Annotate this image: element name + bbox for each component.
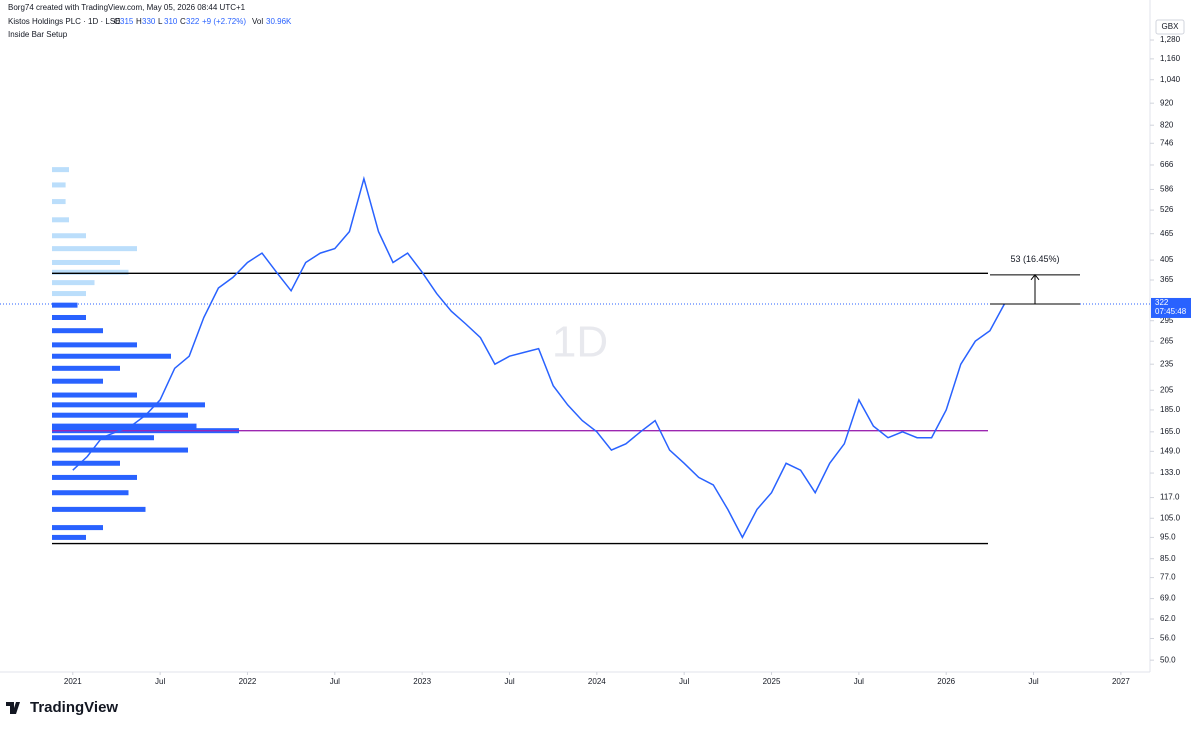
quote-text: C: [180, 17, 186, 26]
quote-text: +9 (+2.72%): [202, 17, 246, 26]
volume-profile-bar: [52, 314, 86, 320]
volume-profile-bar: [52, 423, 197, 429]
volume-profile-bar: [52, 217, 69, 223]
x-tick-label: 2026: [937, 677, 955, 686]
y-tick-label: 69.0: [1160, 594, 1176, 603]
y-tick-label: 405: [1160, 255, 1174, 264]
volume-profile-bar: [52, 259, 120, 265]
x-tick-label: 2027: [1112, 677, 1130, 686]
y-tick-label: 1,040: [1160, 75, 1181, 84]
quote-text: O: [114, 17, 120, 26]
volume-profile-bar: [52, 447, 188, 453]
x-tick-label: Jul: [1028, 677, 1038, 686]
y-tick-label: 1,280: [1160, 35, 1181, 44]
watermark: 1D: [552, 318, 608, 367]
volume-profile-bar: [52, 506, 146, 512]
volume-profile-bar: [52, 199, 66, 205]
volume-profile-bar: [52, 246, 137, 252]
y-tick-label: 56.0: [1160, 634, 1176, 643]
y-tick-label: 117.0: [1160, 493, 1180, 502]
price-line: [72, 175, 1006, 540]
y-tick-label: 95.0: [1160, 533, 1176, 542]
y-tick-label: 50.0: [1160, 655, 1176, 664]
y-tick-label: 165.0: [1160, 427, 1181, 436]
y-tick-label: 185.0: [1160, 405, 1181, 414]
y-tick-label: 295: [1160, 316, 1174, 325]
y-tick-label: 820: [1160, 120, 1174, 129]
volume-profile-bar: [52, 182, 66, 188]
countdown: 07:45:48: [1155, 307, 1187, 316]
y-tick-label: 133.0: [1160, 468, 1181, 477]
y-tick-label: 526: [1160, 205, 1174, 214]
x-tick-label: Jul: [504, 677, 514, 686]
volume-profile-bar: [52, 291, 86, 297]
currency-box: [1155, 19, 1185, 35]
y-tick-label: 62.0: [1160, 614, 1176, 623]
volume-profile-bar: [52, 353, 171, 359]
y-tick-label: 365: [1160, 275, 1174, 284]
x-tick-label: Jul: [330, 677, 340, 686]
x-tick-label: 2023: [413, 677, 431, 686]
y-tick-label: 235: [1160, 359, 1174, 368]
quote-text: 330: [142, 17, 156, 26]
volume-profile-bar: [52, 412, 188, 418]
volume-profile-bar: [52, 280, 95, 286]
measure-arrowhead: [1030, 274, 1040, 281]
quote-text: Kistos Holdings PLC · 1D · LSE: [8, 17, 121, 26]
x-tick-label: 2022: [239, 677, 257, 686]
quote-text: Vol: [252, 17, 263, 26]
currency: GBX: [1162, 22, 1180, 31]
volume-profile-bar: [52, 402, 205, 408]
volume-profile-bar: [52, 233, 86, 239]
y-tick-label: 586: [1160, 185, 1174, 194]
y-tick-label: 105.0: [1160, 513, 1181, 522]
quote-text: L: [158, 17, 163, 26]
y-tick-label: 920: [1160, 98, 1174, 107]
y-tick-label: 77.0: [1160, 573, 1176, 582]
volume-profile-bar: [52, 269, 129, 275]
quote-text: H: [136, 17, 142, 26]
x-tick-label: Jul: [679, 677, 689, 686]
brand: TradingView: [30, 699, 118, 716]
volume-profile-bar: [52, 460, 120, 466]
last-price-box: [1151, 297, 1191, 318]
y-tick-label: 149.0: [1160, 446, 1181, 455]
volume-profile-bar: [52, 302, 78, 308]
x-tick-label: Jul: [155, 677, 165, 686]
volume-profile-bar: [52, 328, 103, 334]
volume-profile-bar: [52, 490, 129, 496]
y-tick-label: 746: [1160, 138, 1174, 147]
x-tick-label: Jul: [854, 677, 864, 686]
measure-label: 53 (16.45%): [1010, 254, 1059, 264]
x-tick-label: 2025: [763, 677, 781, 686]
volume-profile-bar: [52, 167, 69, 173]
y-tick-label: 205: [1160, 385, 1174, 394]
x-tick-label: 2021: [64, 677, 82, 686]
volume-profile-bar: [52, 525, 103, 531]
y-tick-label: 465: [1160, 229, 1174, 238]
volume-profile-bar: [52, 378, 103, 384]
brand-logo: [6, 702, 20, 714]
y-tick-label: 85.0: [1160, 554, 1176, 563]
quote-text: 310: [164, 17, 178, 26]
header: Borg74 created with TradingView.com, May…: [8, 3, 246, 12]
y-tick-label: 265: [1160, 336, 1174, 345]
y-tick-label: 666: [1160, 160, 1174, 169]
last-price-label: 322: [1155, 298, 1169, 307]
quote-text: 30.96K: [266, 17, 292, 26]
volume-profile-bar: [52, 534, 86, 540]
volume-profile-bar: [52, 474, 137, 480]
y-tick-label: 1,160: [1160, 54, 1181, 63]
subtitle: Inside Bar Setup: [8, 30, 68, 39]
quote-text: 322: [186, 17, 200, 26]
volume-profile-bar: [52, 342, 137, 348]
x-tick-label: 2024: [588, 677, 606, 686]
volume-profile-bar: [52, 392, 137, 398]
quote-text: 315: [120, 17, 134, 26]
volume-profile-bar: [52, 365, 120, 371]
